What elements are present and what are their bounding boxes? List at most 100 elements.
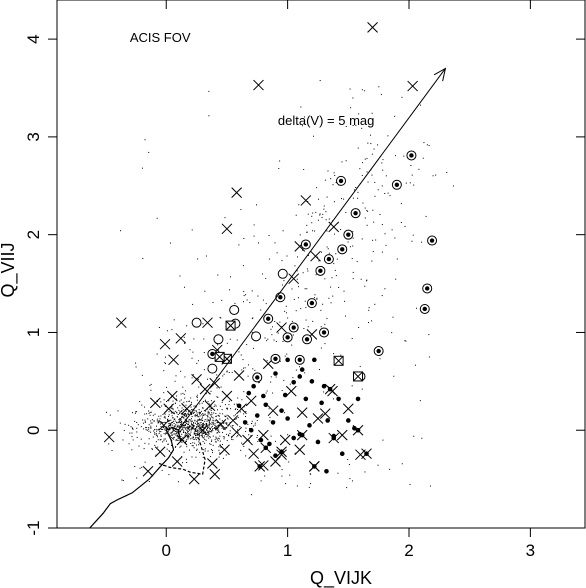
background-dot [151, 419, 153, 421]
background-dot [202, 408, 204, 410]
background-dot [173, 319, 175, 321]
background-dot [324, 179, 326, 181]
background-dot [421, 241, 423, 243]
background-dot [203, 435, 205, 437]
background-dot [196, 444, 198, 446]
background-dot [172, 420, 174, 422]
background-dot [322, 303, 324, 305]
background-dot [189, 429, 191, 431]
background-dot [176, 398, 178, 400]
filled-dot [242, 420, 248, 425]
center-dot [291, 325, 296, 330]
background-dot [348, 464, 350, 466]
background-dot [173, 433, 175, 435]
background-dot [214, 427, 216, 429]
background-dot [160, 431, 162, 433]
cross-stroke [171, 456, 183, 467]
background-dot [207, 401, 209, 403]
main-sequence-curve-dashed [158, 425, 206, 475]
background-dot [176, 416, 178, 418]
background-dot [338, 286, 340, 288]
background-dot [298, 286, 300, 288]
background-dot [184, 419, 186, 421]
background-dot [372, 209, 374, 211]
background-dot [423, 142, 425, 144]
background-dot [381, 162, 383, 164]
marker-x [207, 458, 218, 469]
background-dot [252, 368, 254, 370]
background-dot [214, 423, 216, 425]
background-dot [188, 428, 190, 430]
marker-x [159, 338, 171, 350]
background-dot [294, 265, 296, 267]
cross-stroke [199, 383, 211, 395]
background-dot [371, 260, 373, 262]
background-dot [257, 242, 259, 244]
background-dot [207, 432, 209, 434]
background-dot [131, 412, 133, 414]
background-dot [218, 438, 220, 440]
background-dot [186, 419, 188, 421]
background-dot [285, 312, 287, 314]
cross-stroke [142, 465, 154, 477]
background-dot [201, 433, 203, 435]
background-dot [229, 432, 231, 434]
background-dot [194, 405, 196, 407]
background-dot [206, 424, 208, 426]
background-dot [137, 424, 139, 426]
cross-stroke [276, 322, 287, 333]
background-dot [151, 448, 153, 450]
background-dot [328, 218, 330, 220]
background-dot [197, 432, 199, 434]
background-dot [160, 428, 162, 430]
background-dot [202, 441, 204, 443]
background-dot [321, 251, 323, 253]
background-dot [184, 441, 186, 443]
background-dot [178, 419, 180, 421]
background-dot [219, 431, 221, 433]
background-dot [186, 427, 188, 429]
background-dot [418, 168, 420, 170]
background-dot [215, 405, 217, 407]
background-dot [319, 80, 321, 82]
background-dot [212, 419, 214, 421]
background-dot [188, 435, 190, 437]
background-dot [352, 480, 354, 482]
background-dot [320, 309, 322, 311]
background-dot [170, 419, 172, 421]
background-dot [226, 417, 228, 419]
background-dot [205, 432, 207, 434]
background-dot [197, 423, 199, 425]
center-dot [422, 306, 427, 312]
background-dot [204, 420, 206, 422]
background-dot [186, 439, 188, 441]
background-dot [139, 467, 141, 469]
background-dot [177, 422, 179, 424]
background-dot [148, 430, 150, 432]
y-tick-label: 4 [24, 34, 43, 43]
background-dot [158, 432, 160, 434]
background-dot [176, 427, 178, 429]
background-dot [186, 436, 188, 438]
x-tick-label: 3 [526, 541, 535, 560]
background-dot [409, 182, 411, 184]
cross-stroke [253, 79, 264, 91]
marker-circled-dot [315, 265, 326, 276]
background-dot [358, 113, 360, 115]
background-dot [265, 303, 267, 305]
background-dot [131, 436, 133, 438]
background-dot [185, 415, 187, 417]
background-dot [163, 438, 165, 440]
background-dot [121, 479, 123, 481]
cross-stroke [231, 187, 242, 198]
background-dot [177, 413, 179, 415]
background-dot [244, 367, 246, 369]
background-dot [223, 429, 225, 431]
background-dot [215, 437, 217, 439]
background-dot [385, 175, 387, 177]
background-dot [194, 415, 196, 417]
background-dot [326, 196, 328, 198]
background-dot [184, 424, 186, 426]
marker-x [257, 460, 269, 471]
background-dot [171, 433, 173, 435]
